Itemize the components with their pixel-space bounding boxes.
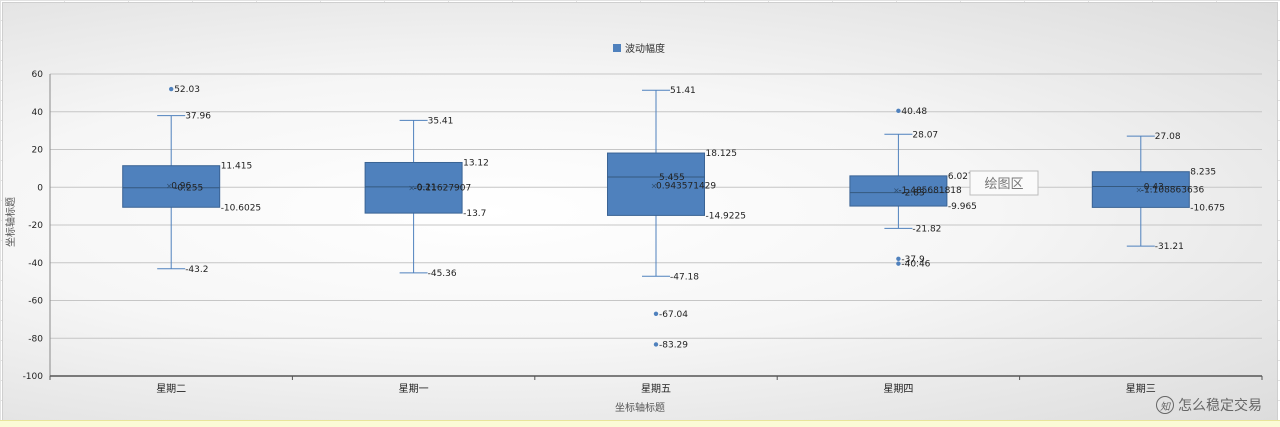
y-tick-label: -80 — [28, 334, 43, 344]
q1-label: -10.675 — [1190, 203, 1225, 213]
whisker-high-label: 28.07 — [912, 130, 938, 140]
q3-label: 13.12 — [463, 158, 489, 168]
outlier-label: 40.48 — [901, 107, 927, 117]
whisker-low-label: -31.21 — [1155, 242, 1184, 252]
mean-marker: × — [893, 186, 900, 195]
outlier-point[interactable] — [896, 256, 901, 261]
mean-label: 0.943571429 — [656, 181, 716, 191]
median-label: 0.21 — [417, 183, 437, 193]
tooltip-text: 绘图区 — [984, 177, 1023, 192]
box-iqr[interactable] — [1091, 171, 1190, 208]
q1-label: -14.9225 — [706, 211, 746, 221]
outlier-label: -83.29 — [659, 340, 688, 350]
whisker-high-label: 37.96 — [185, 112, 211, 122]
sheet-bottom-strip — [0, 420, 1280, 427]
axes: 60 40 20 0 -20 -40 -60 -80 -100 星期二 星期一 星期五 星期四 星期三 — [23, 70, 1263, 395]
median-label: -0.255 — [174, 184, 203, 194]
q3-label: 8.235 — [1190, 168, 1216, 178]
mean-label: -0.11627907 — [414, 183, 472, 193]
mean-marker: × — [1135, 185, 1142, 194]
outlier-point[interactable] — [653, 342, 659, 347]
q1-label: -13.7 — [463, 209, 486, 219]
mean-label: -1.108863636 — [1141, 185, 1205, 195]
median-label: 5.455 — [659, 173, 685, 183]
legend[interactable]: 波动幅度 — [613, 42, 665, 55]
median-label: 0.43 — [1144, 182, 1164, 192]
q3-label: 6.0275 — [948, 172, 980, 182]
whisker-low-label: -45.36 — [428, 269, 457, 279]
y-tick-label: -60 — [28, 297, 43, 307]
whisker-low-label: -47.18 — [670, 272, 699, 282]
outlier-label: -40.46 — [901, 260, 930, 270]
whisker-high-label: 27.08 — [1155, 132, 1181, 142]
y-tick-label: 60 — [32, 70, 44, 80]
outlier-label: -67.04 — [659, 310, 688, 320]
x-tick-label: 星期一 — [399, 383, 429, 395]
outlier-point[interactable] — [169, 86, 174, 92]
box-5[interactable]: × — [1091, 135, 1190, 247]
x-tick-label: 星期二 — [156, 383, 186, 395]
q1-label: -9.965 — [948, 202, 977, 212]
y-axis-title[interactable]: 坐标轴标题 — [4, 197, 17, 247]
box-4[interactable]: × — [849, 108, 948, 266]
outlier-point[interactable] — [896, 261, 901, 266]
mean-label: 0.96 — [171, 181, 191, 191]
box-1[interactable]: × — [122, 86, 221, 270]
x-axis-title[interactable]: 坐标轴标题 — [615, 401, 665, 414]
q3-label: 11.415 — [221, 162, 253, 172]
y-tick-label: 20 — [32, 146, 44, 156]
tooltip-box — [969, 170, 1039, 196]
whisker-high-label: 51.41 — [670, 86, 696, 96]
outlier-point[interactable] — [653, 311, 659, 316]
mean-marker: × — [166, 181, 173, 190]
outlier-point[interactable] — [896, 108, 901, 114]
zhihu-logo-icon: 知 — [1156, 396, 1174, 414]
q1-label: -10.6025 — [221, 203, 261, 213]
legend-label: 波动幅度 — [625, 42, 665, 55]
median-label: -2.83 — [901, 189, 924, 199]
box-iqr[interactable] — [849, 175, 948, 207]
x-tick-label: 星期三 — [1126, 383, 1156, 395]
q3-label: 18.125 — [706, 149, 738, 159]
whisker-low-label: -21.82 — [912, 224, 941, 234]
box-3[interactable]: × — [607, 89, 705, 347]
y-tick-label: -20 — [28, 221, 43, 231]
legend-swatch — [613, 44, 621, 52]
mean-marker: × — [408, 183, 415, 192]
box-iqr[interactable] — [364, 161, 463, 214]
watermark: 知 怎么稳定交易 — [1156, 394, 1262, 416]
box-iqr[interactable] — [122, 165, 221, 208]
whisker-low-label: -43.2 — [185, 265, 208, 275]
plot-area-tooltip: 绘图区 — [969, 170, 1039, 196]
box-iqr[interactable] — [607, 152, 705, 216]
whisker-high-label: 35.41 — [428, 116, 454, 126]
y-tick-label: -100 — [23, 372, 44, 382]
box-2[interactable]: × — [364, 119, 463, 274]
outlier-label: 52.03 — [174, 85, 200, 95]
box-series[interactable]: × × × × × — [122, 86, 1190, 347]
x-tick-label: 星期四 — [883, 383, 913, 395]
mean-marker: × — [651, 181, 658, 190]
outlier-label: -37.9 — [901, 255, 925, 265]
y-tick-label: 40 — [32, 108, 44, 118]
x-tick-label: 星期五 — [641, 383, 671, 395]
mean-label: -1.485681818 — [898, 186, 962, 196]
watermark-text: 怎么稳定交易 — [1178, 398, 1262, 414]
y-tick-label: 0 — [37, 183, 43, 193]
y-tick-label: -40 — [28, 259, 43, 269]
